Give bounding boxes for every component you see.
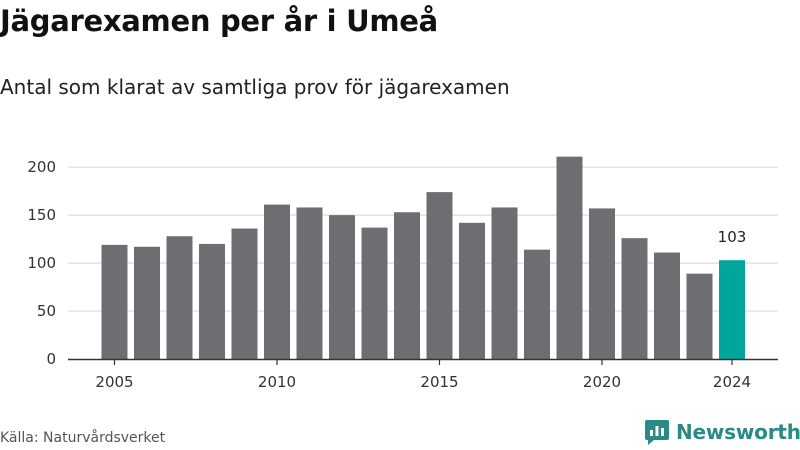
y-tick-label: 150 <box>27 206 56 224</box>
x-tick-label: 2020 <box>583 373 621 391</box>
y-axis-labels: 0 50 100 150 200 <box>27 158 56 368</box>
bar-2005 <box>101 244 128 359</box>
bar-2014 <box>394 212 420 359</box>
bar-2013 <box>361 227 388 359</box>
brand[interactable]: Newsworthy <box>644 418 800 446</box>
bar-2012 <box>329 215 355 359</box>
bar-2024 <box>719 260 745 359</box>
bar-2022 <box>654 252 680 359</box>
chart-subtitle: Antal som klarat av samtliga prov för jä… <box>0 75 510 99</box>
y-tick-label: 100 <box>27 254 56 272</box>
bar-2006 <box>134 246 160 359</box>
source-note: Källa: Naturvårdsverket <box>0 430 166 446</box>
data-labels: 103 <box>718 228 747 246</box>
x-axis-ticks: 2005 2010 2015 2020 2024 <box>95 359 751 391</box>
bar-2011 <box>296 207 323 359</box>
bar-2018 <box>524 249 550 359</box>
y-tick-label: 0 <box>46 350 56 368</box>
bar-2020 <box>589 208 615 359</box>
x-tick-label: 2024 <box>713 373 751 391</box>
bar-2023 <box>686 273 713 359</box>
x-tick-label: 2005 <box>95 373 133 391</box>
bar-2010 <box>264 204 290 359</box>
bar-2015 <box>426 192 453 359</box>
bar-2009 <box>231 228 258 359</box>
data-label-2024: 103 <box>718 228 747 246</box>
brand-name: Newsworthy <box>676 420 800 444</box>
bar-2016 <box>459 222 485 359</box>
y-tick-label: 50 <box>37 302 56 320</box>
x-tick-label: 2015 <box>420 373 458 391</box>
chart-title: Jägarexamen per år i Umeå <box>0 4 438 38</box>
newsworthy-logo-icon <box>645 420 669 445</box>
bar-2007 <box>166 236 193 359</box>
bar-2021 <box>621 238 648 359</box>
bar-2008 <box>199 243 225 359</box>
y-tick-label: 200 <box>27 158 56 176</box>
bars <box>101 156 745 359</box>
bar-2019 <box>556 156 583 359</box>
bar-2017 <box>491 207 518 359</box>
x-tick-label: 2010 <box>258 373 296 391</box>
